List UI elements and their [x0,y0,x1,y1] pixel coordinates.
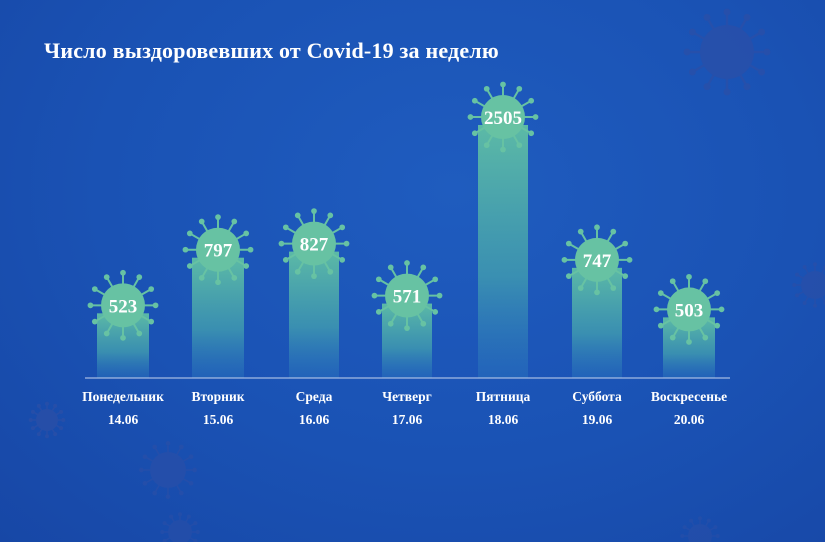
virus-marker-icon [653,273,725,345]
decor-virus-icon [139,441,197,499]
bar-value-label: 797 [204,241,233,262]
virus-marker-icon [371,260,443,332]
bar-value-label: 571 [393,287,422,308]
chart-title: Число выздоровевших от Covid-19 за недел… [44,38,499,63]
x-tick-date: 15.06 [203,412,234,427]
decor-virus-icon [680,516,720,542]
decor-virus-icon [792,262,825,308]
x-tick-date: 14.06 [108,412,139,427]
virus-marker-icon [87,269,159,341]
x-tick-day: Среда [296,389,333,404]
x-tick-date: 17.06 [392,412,423,427]
bar-value-label: 747 [583,251,612,272]
decor-virus-icon [28,401,66,439]
x-tick-date: 20.06 [674,412,705,427]
x-tick-day: Пятница [476,389,531,404]
bar-value-label: 827 [300,235,329,256]
x-tick-day: Вторник [191,389,244,404]
x-tick-day: Четверг [382,389,431,404]
decor-virus-icon [683,8,771,96]
x-tick-date: 16.06 [299,412,330,427]
x-tick-date: 19.06 [582,412,613,427]
virus-marker-icon [182,214,254,286]
bar-value-label: 523 [109,296,138,317]
virus-marker-icon [467,81,539,153]
x-tick-date: 18.06 [488,412,519,427]
bar-value-label: 2505 [484,108,522,129]
bar-value-label: 503 [675,300,704,321]
virus-marker-icon [278,208,350,280]
virus-marker-icon [561,224,633,296]
x-tick-day: Воскресенье [651,389,727,404]
x-tick-day: Понедельник [82,389,164,404]
x-tick-day: Суббота [572,389,622,404]
bar [478,125,528,378]
